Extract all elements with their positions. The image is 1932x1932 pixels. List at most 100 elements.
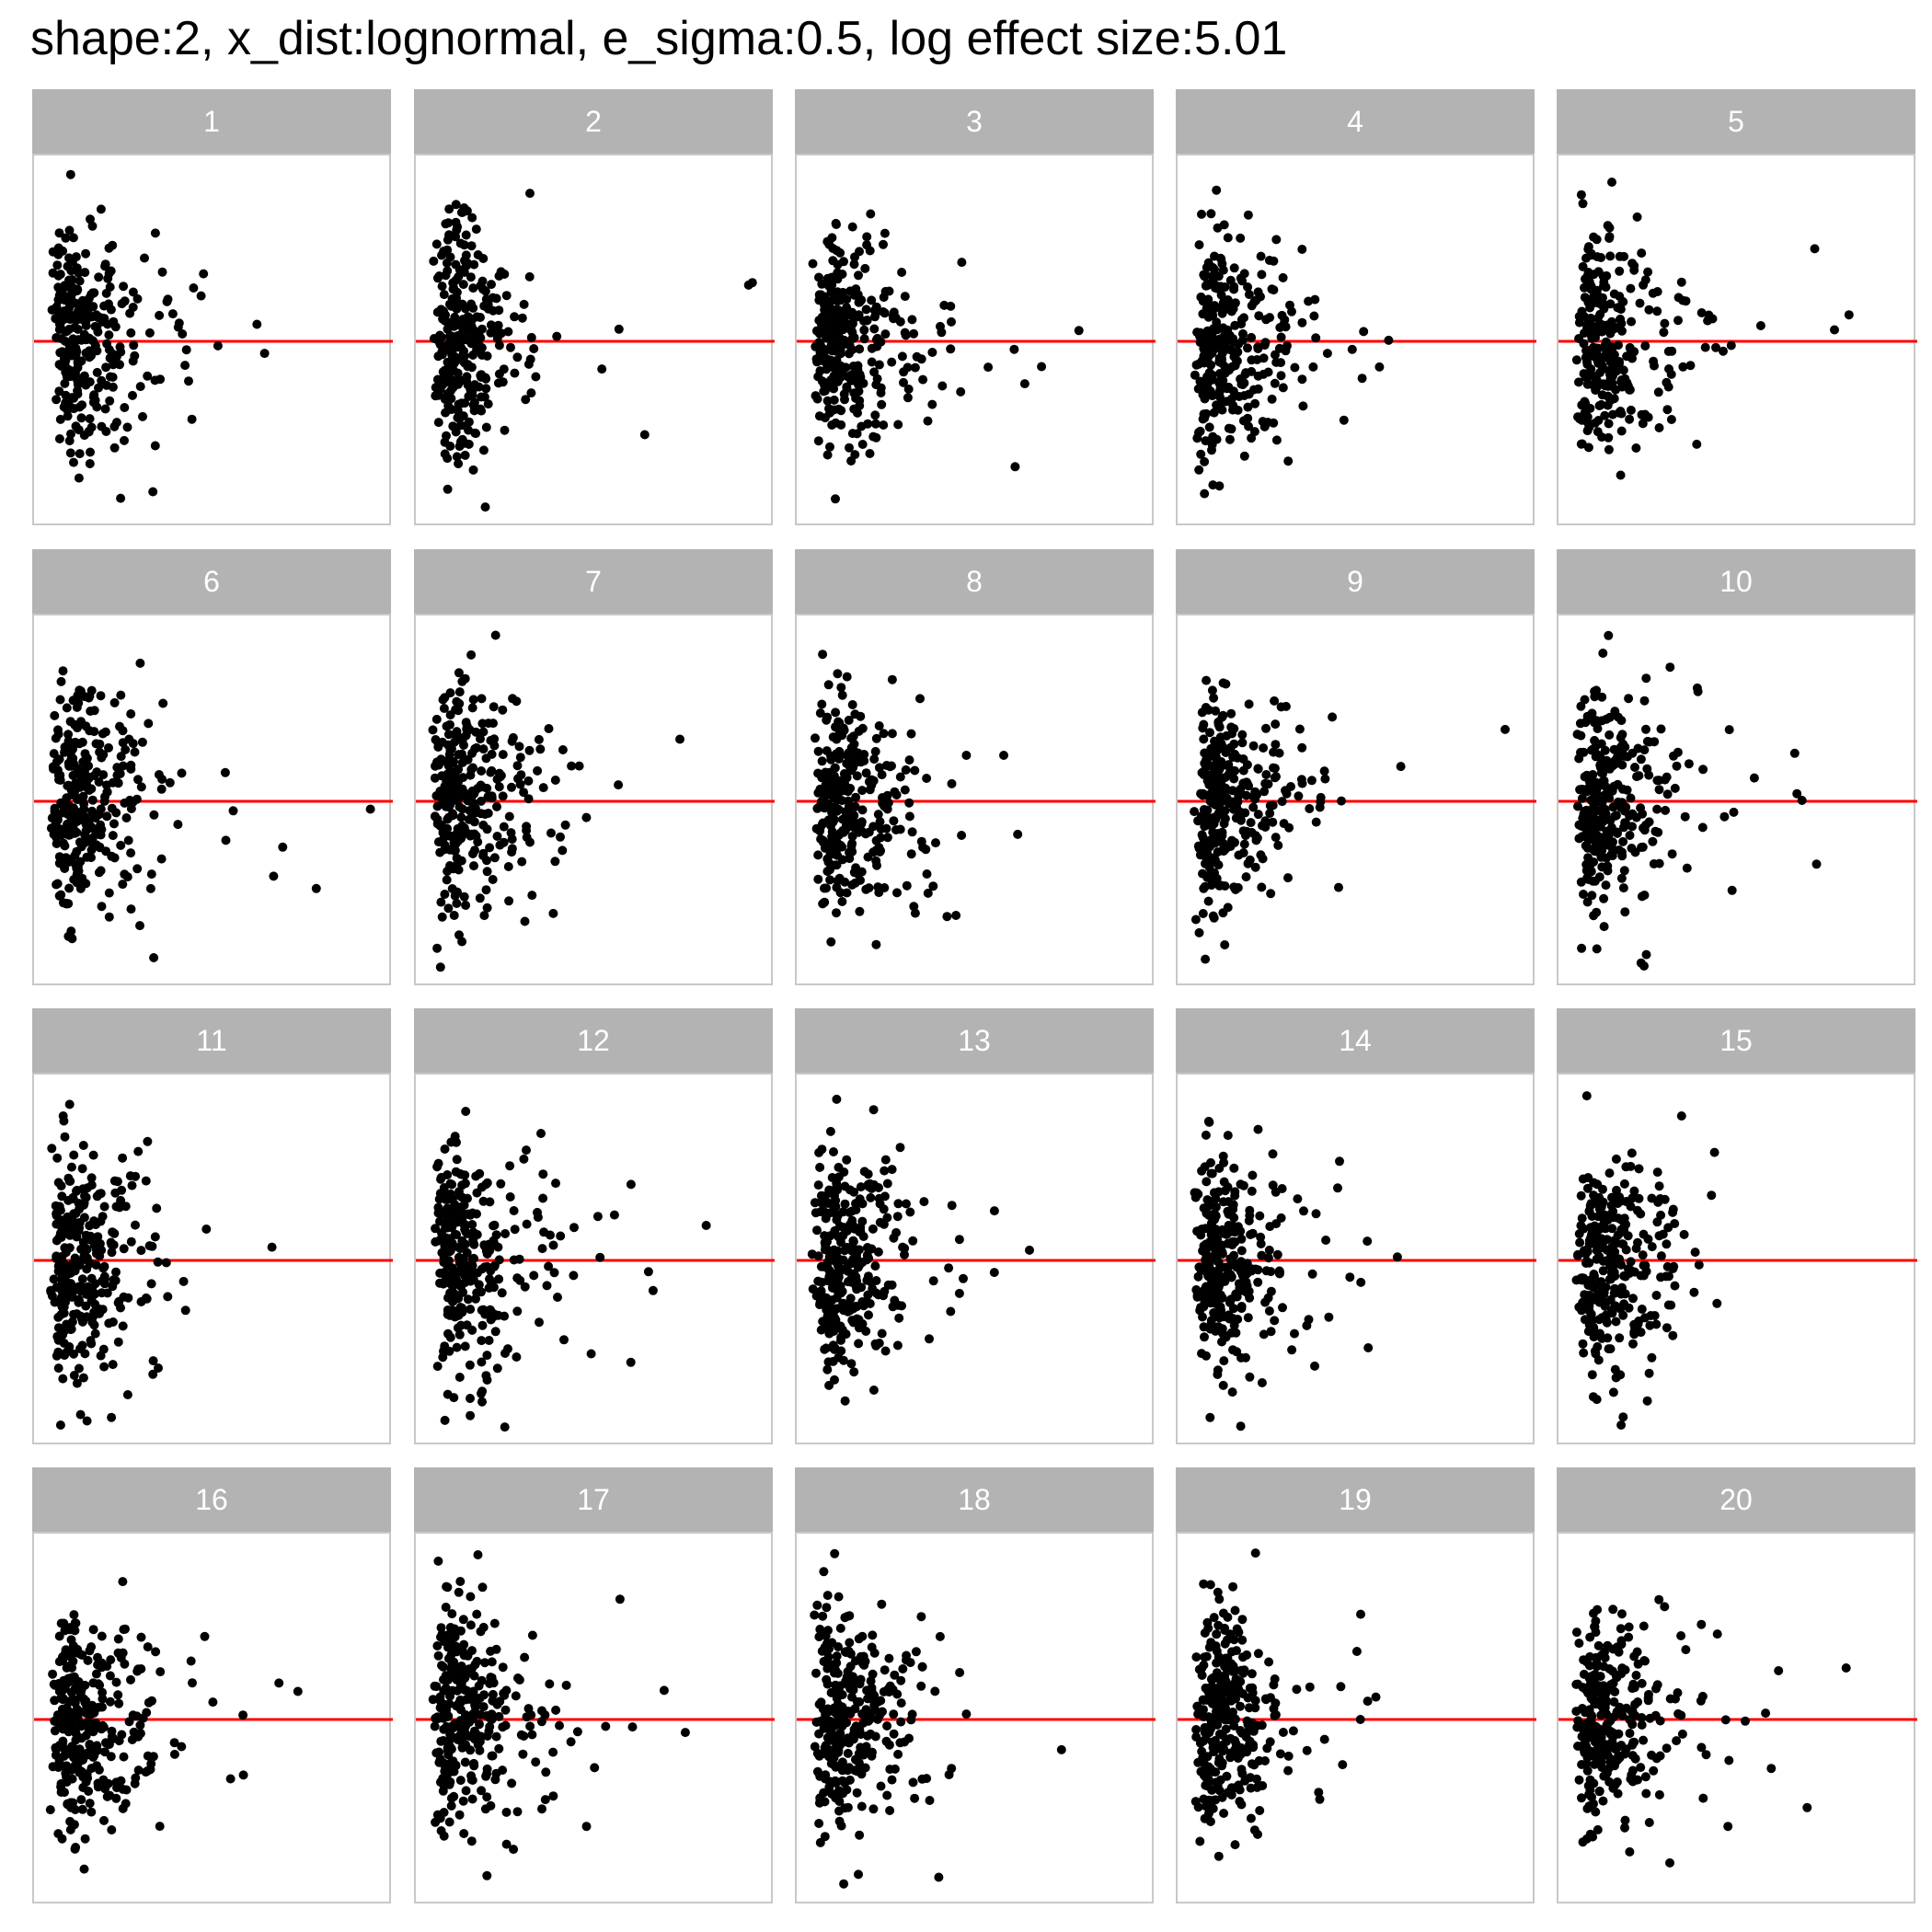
data-point (492, 333, 502, 343)
data-point (92, 367, 102, 377)
data-point (486, 735, 496, 745)
data-point (1225, 434, 1235, 444)
data-point (449, 358, 459, 368)
facet-panel-16: 16 (32, 1467, 393, 1903)
data-point (439, 824, 449, 834)
data-point (1201, 436, 1211, 446)
data-point (1607, 1224, 1617, 1234)
data-point (52, 395, 62, 405)
data-point (485, 843, 495, 853)
data-point (461, 332, 471, 342)
data-point (1586, 1275, 1596, 1284)
data-point (813, 874, 823, 884)
data-point (1755, 321, 1765, 330)
data-point (1639, 696, 1650, 706)
data-point (1593, 416, 1604, 425)
data-point (447, 1179, 457, 1190)
data-point (435, 962, 445, 972)
data-point (864, 827, 874, 837)
data-point (98, 1344, 109, 1354)
data-point (56, 334, 66, 344)
data-point (64, 1261, 75, 1271)
data-point (928, 1276, 938, 1286)
data-point (433, 1556, 443, 1566)
data-point (81, 348, 91, 358)
data-point (1601, 809, 1611, 819)
data-point (1271, 1219, 1282, 1229)
data-point (1616, 1370, 1626, 1380)
data-point (876, 833, 886, 843)
data-point (983, 362, 994, 373)
data-point (820, 897, 830, 907)
data-point (1578, 1297, 1588, 1307)
data-point (1578, 1273, 1588, 1283)
data-point (440, 1415, 450, 1425)
data-point (1363, 1236, 1373, 1247)
data-point (80, 749, 90, 759)
data-point (1217, 359, 1227, 369)
data-point (1582, 1183, 1593, 1193)
data-point (1294, 724, 1305, 734)
data-point (117, 1185, 127, 1195)
data-point (535, 1317, 544, 1328)
data-point (1624, 694, 1634, 704)
data-point (87, 336, 98, 346)
data-point (457, 676, 467, 686)
data-point (494, 1274, 504, 1284)
data-point (1218, 1197, 1228, 1207)
data-point (873, 1290, 883, 1300)
data-point (1236, 1267, 1246, 1277)
data-point (68, 770, 78, 780)
data-point (103, 1778, 113, 1788)
data-point (1218, 678, 1228, 688)
data-point (54, 325, 64, 335)
data-point (52, 1331, 63, 1341)
data-point (1231, 885, 1240, 894)
data-point (482, 867, 492, 877)
facet-strip-label: 2 (414, 89, 773, 154)
data-point (1236, 1246, 1247, 1256)
facet-strip-label: 9 (1176, 549, 1535, 614)
data-point (1604, 444, 1614, 454)
data-point (1619, 751, 1629, 761)
data-point (1576, 190, 1586, 200)
data-point (86, 1807, 97, 1817)
data-point (151, 1647, 161, 1657)
data-point (85, 459, 95, 468)
data-point (75, 1409, 86, 1420)
data-point (837, 690, 847, 700)
data-point (900, 292, 910, 302)
data-point (431, 391, 441, 401)
data-point (75, 739, 85, 749)
data-point (135, 921, 144, 931)
data-point (450, 1229, 460, 1239)
data-point (108, 382, 118, 392)
data-point (1294, 791, 1304, 801)
data-point (1345, 1272, 1355, 1282)
data-point (155, 1667, 166, 1677)
data-point (510, 368, 520, 378)
data-point (833, 314, 843, 324)
data-point (1608, 362, 1618, 373)
data-point (483, 792, 493, 802)
data-point (813, 436, 823, 446)
data-point (69, 1349, 79, 1359)
data-point (811, 1208, 821, 1218)
data-point (1616, 318, 1627, 328)
data-point (457, 804, 467, 814)
data-point (915, 694, 925, 704)
data-point (67, 1293, 77, 1302)
data-point (1013, 829, 1023, 839)
data-point (1243, 1313, 1253, 1323)
data-point (73, 385, 83, 396)
data-point (846, 846, 857, 857)
data-point (59, 306, 69, 316)
data-point (1201, 954, 1211, 964)
data-point (879, 239, 888, 249)
data-point (76, 1282, 86, 1292)
data-point (916, 354, 926, 364)
data-point (873, 1247, 883, 1257)
data-point (460, 1179, 470, 1189)
data-point (1635, 298, 1645, 308)
data-point (1304, 1315, 1314, 1325)
